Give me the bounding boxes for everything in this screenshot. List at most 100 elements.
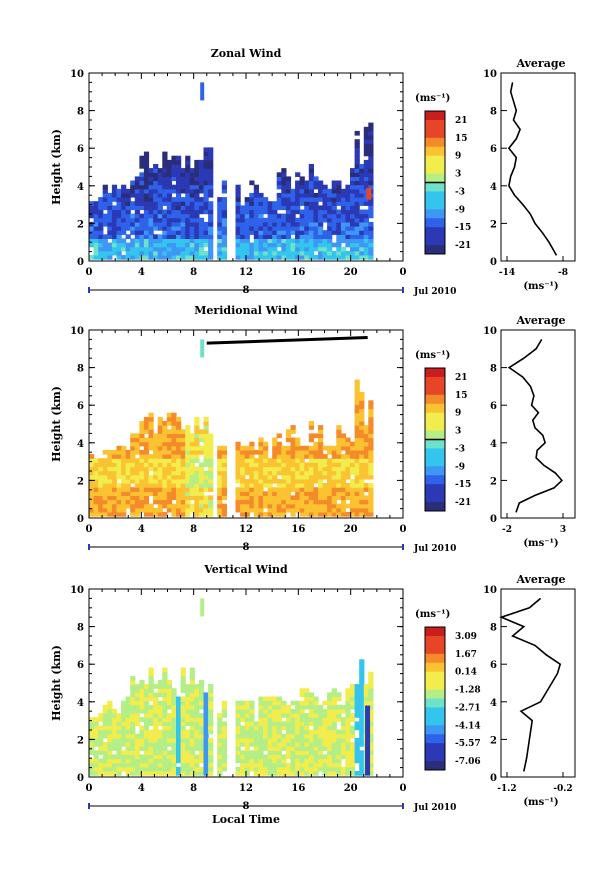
x-tick-label: 0 bbox=[400, 524, 407, 535]
avg-y-tick-label: 4 bbox=[490, 182, 497, 193]
average-frame bbox=[500, 588, 576, 778]
colorbar-swatch bbox=[425, 430, 445, 440]
colorbar-swatch bbox=[425, 734, 445, 744]
y-tick-label: 4 bbox=[77, 698, 84, 709]
y-tick-label: 10 bbox=[70, 69, 84, 80]
average-frame bbox=[500, 329, 576, 519]
colorbar-swatch bbox=[425, 164, 445, 175]
colorbar-tick-label: -3 bbox=[455, 444, 465, 454]
colorbar-tick-label: -15 bbox=[455, 480, 471, 490]
avg-y-tick-label: 6 bbox=[490, 660, 497, 671]
x-tick-label: 0 bbox=[400, 267, 407, 278]
colorbar-swatch bbox=[425, 448, 445, 458]
colorbar-swatch bbox=[425, 412, 445, 423]
colorbar-swatch bbox=[425, 725, 445, 735]
colorbar-tick-label: -1.28 bbox=[455, 686, 481, 696]
profile-unit: (ms⁻¹) bbox=[523, 281, 558, 292]
panel-title: Vertical Wind bbox=[203, 563, 288, 576]
colorbar-tick-label: -21 bbox=[455, 498, 471, 508]
x-tick-label: 4 bbox=[138, 524, 145, 535]
y-tick-label: 0 bbox=[77, 773, 84, 784]
y-tick-label: 10 bbox=[70, 585, 84, 596]
average-profile-line bbox=[499, 597, 562, 772]
x-tick-label: 12 bbox=[239, 524, 253, 535]
average-frame bbox=[500, 72, 576, 262]
colorbar-unit: (ms⁻¹) bbox=[415, 350, 450, 361]
avg-y-tick-label: 10 bbox=[483, 326, 497, 337]
colorbar-swatch bbox=[425, 689, 445, 699]
colorbar-swatch bbox=[425, 493, 445, 503]
colorbar-tick-label: -4.14 bbox=[455, 721, 481, 731]
panel-title: Zonal Wind bbox=[211, 47, 282, 60]
colorbar-swatch bbox=[425, 716, 445, 726]
x-tick-label: 4 bbox=[138, 783, 145, 794]
avg-y-tick-label: 2 bbox=[490, 735, 497, 746]
avg-y-tick-label: 8 bbox=[490, 364, 497, 375]
y-axis-label: Height (km) bbox=[50, 645, 63, 721]
avg-y-tick-label: 0 bbox=[490, 514, 497, 525]
heatmap-cells bbox=[89, 598, 374, 776]
avg-x-tick-label: -1.2 bbox=[497, 784, 516, 794]
colorbar-tick-label: -9 bbox=[455, 462, 465, 472]
colorbar-tick-label: -9 bbox=[455, 205, 465, 215]
y-tick-label: 6 bbox=[77, 144, 84, 155]
panel-title: Meridional Wind bbox=[194, 304, 298, 317]
colorbar-tick-label: -5.57 bbox=[455, 739, 481, 749]
colorbar-tick-label: 9 bbox=[455, 152, 461, 162]
x-axis-label: Local Time bbox=[212, 813, 280, 826]
avg-x-tick-label: -14 bbox=[499, 268, 515, 278]
date-label: Jul 2010 bbox=[413, 287, 456, 297]
colorbar-swatch bbox=[425, 227, 445, 237]
x-tick-label: 16 bbox=[291, 783, 305, 794]
colorbar-swatch bbox=[425, 173, 445, 183]
colorbar-swatch bbox=[425, 119, 445, 130]
avg-y-tick-label: 10 bbox=[483, 585, 497, 596]
x-tick-label: 0 bbox=[86, 267, 93, 278]
x-tick-label: 16 bbox=[291, 524, 305, 535]
average-profile-line bbox=[507, 82, 558, 256]
colorbar-swatch bbox=[425, 421, 445, 432]
colorbar-swatch bbox=[425, 671, 445, 682]
x-tick-label: 4 bbox=[138, 267, 145, 278]
x-tick-label: 0 bbox=[86, 783, 93, 794]
y-tick-label: 6 bbox=[77, 660, 84, 671]
day-label: 8 bbox=[243, 801, 250, 812]
avg-y-tick-label: 8 bbox=[490, 107, 497, 118]
y-tick-label: 0 bbox=[77, 257, 84, 268]
profile-unit: (ms⁻¹) bbox=[523, 538, 558, 549]
colorbar-swatch bbox=[425, 209, 445, 219]
colorbar-swatch bbox=[425, 376, 445, 387]
colorbar-swatch bbox=[425, 137, 445, 148]
x-tick-label: 8 bbox=[190, 783, 197, 794]
y-axis-label: Height (km) bbox=[50, 386, 63, 462]
y-tick-label: 8 bbox=[77, 623, 84, 634]
date-label: Jul 2010 bbox=[413, 544, 456, 554]
avg-x-tick-label: -2 bbox=[502, 525, 512, 535]
profile-unit: (ms⁻¹) bbox=[523, 797, 558, 808]
colorbar-swatch bbox=[425, 627, 445, 637]
colorbar-swatch bbox=[425, 111, 445, 121]
colorbar-tick-label: 3 bbox=[455, 427, 461, 437]
colorbar-swatch bbox=[425, 245, 445, 255]
colorbar-swatch bbox=[425, 394, 445, 405]
avg-y-tick-label: 4 bbox=[490, 698, 497, 709]
colorbar-tick-label: 3 bbox=[455, 170, 461, 180]
x-tick-label: 16 bbox=[291, 267, 305, 278]
x-tick-label: 20 bbox=[344, 524, 358, 535]
y-tick-label: 4 bbox=[77, 182, 84, 193]
y-tick-label: 4 bbox=[77, 439, 84, 450]
average-title: Average bbox=[515, 573, 565, 586]
colorbar-swatch bbox=[425, 761, 445, 771]
colorbar-swatch bbox=[425, 236, 445, 246]
heatmap-cells bbox=[89, 336, 374, 517]
x-tick-label: 8 bbox=[190, 524, 197, 535]
colorbar-swatch bbox=[425, 200, 445, 210]
colorbar-tick-label: 0.14 bbox=[455, 668, 477, 678]
colorbar-swatch bbox=[425, 403, 445, 414]
colorbar-swatch bbox=[425, 743, 445, 753]
y-tick-label: 0 bbox=[77, 514, 84, 525]
colorbar-swatch bbox=[425, 385, 445, 396]
x-tick-label: 0 bbox=[86, 524, 93, 535]
